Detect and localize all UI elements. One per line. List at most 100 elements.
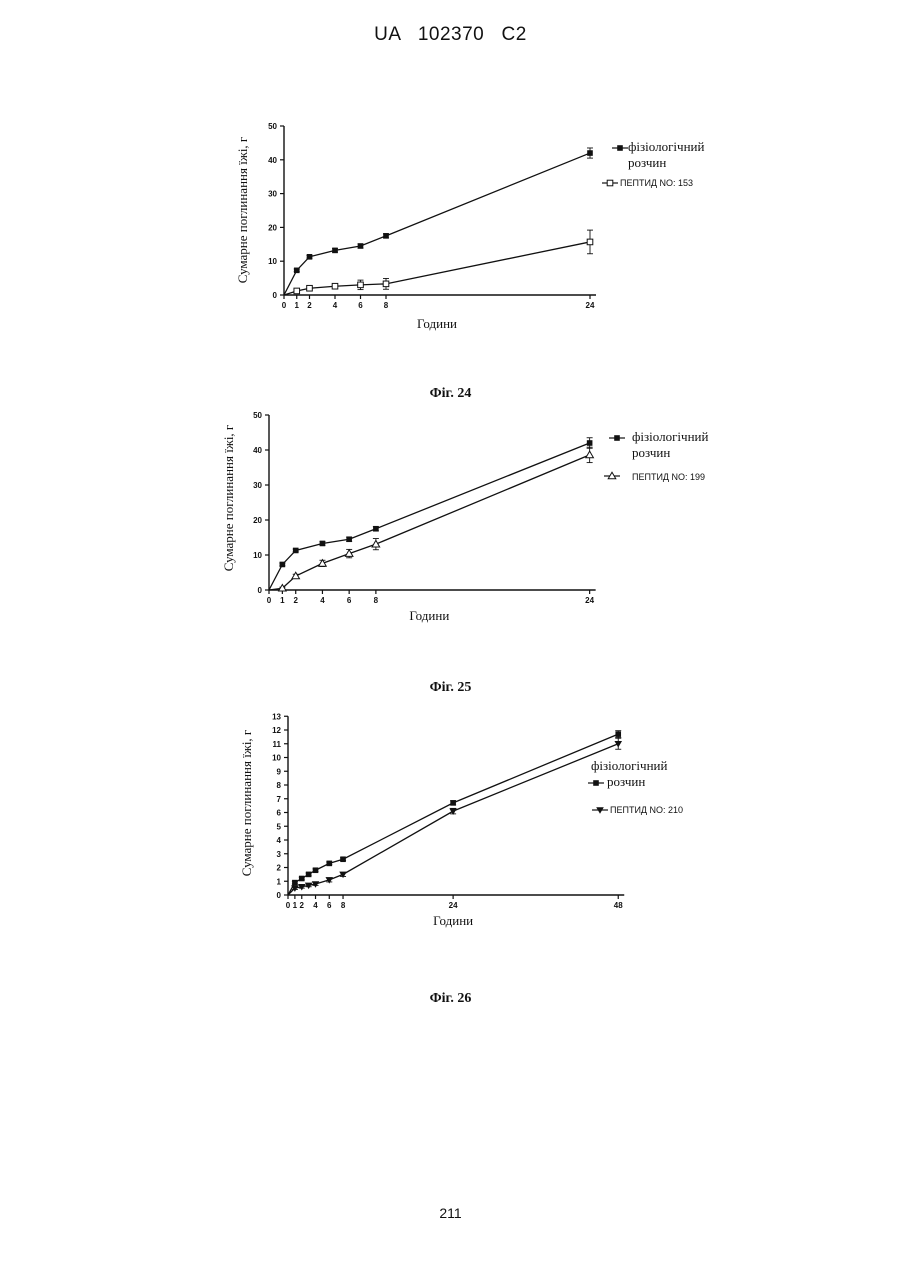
axes [269,415,596,590]
data-point [383,233,389,239]
figure-caption-25: Фіг. 25 [0,680,901,696]
page-number: 211 [0,1205,901,1221]
data-point [332,283,338,289]
legend-entry-0: фізіологічнийрозчин [609,429,708,460]
data-point [615,731,621,737]
data-point [586,451,594,458]
chart-fig-26: 0123456789101112130124682448ГодиниСумарн… [0,700,901,935]
y-tick-label: 2 [277,864,282,873]
x-axis-label: Години [417,316,457,331]
x-tick-label: 1 [293,901,298,910]
series-line [269,443,590,590]
x-tick-label: 2 [300,901,305,910]
y-tick-label: 30 [253,481,262,490]
y-axis-label: Сумарне поглинання їжі, г [221,425,236,572]
series-1 [284,230,593,295]
data-point [307,254,313,260]
data-point [306,872,312,878]
legend-marker [614,435,620,441]
y-tick-label: 30 [268,190,277,199]
axes [284,126,596,295]
y-tick-label: 6 [277,809,282,818]
series-line [288,744,618,895]
legend-marker [593,780,599,786]
y-tick-label: 10 [253,551,262,560]
y-tick-label: 10 [272,754,281,763]
y-tick-label: 4 [277,836,282,845]
series-1 [288,738,622,895]
figure-caption-26: Фіг. 26 [0,991,901,1007]
axes [288,716,624,895]
legend-label: ПЕПТИД NO: 153 [620,178,693,188]
x-tick-label: 48 [614,901,623,910]
legend-label-line-2: розчин [628,155,666,170]
x-tick-label: 0 [282,301,287,310]
data-point [294,288,300,294]
data-point [280,562,286,568]
data-point [326,861,332,867]
data-point [358,243,364,249]
x-tick-label: 6 [327,901,332,910]
x-tick-label: 2 [307,301,312,310]
legend-marker [607,180,613,186]
legend-label-line-2: розчин [607,774,645,789]
y-tick-label: 50 [253,411,262,420]
x-tick-label: 4 [313,901,318,910]
chart-fig-25: 0102030405001246824ГодиниСумарне поглина… [0,400,901,630]
y-tick-label: 0 [273,291,278,300]
x-tick-label: 0 [267,596,272,605]
data-point [450,800,456,806]
x-tick-label: 6 [358,301,363,310]
legend-label-line-1: фізіологічний [628,139,704,154]
legend-entry-1: ПЕПТИД NO: 210 [592,805,683,815]
y-tick-label: 9 [277,767,282,776]
y-tick-label: 13 [272,712,281,721]
data-point [292,572,300,579]
data-point [332,248,338,254]
y-tick-label: 11 [273,740,282,749]
y-tick-label: 0 [277,891,282,900]
y-axis-label: Сумарне поглинання їжі, г [239,730,254,877]
x-tick-label: 1 [295,301,300,310]
legend-label-line-2: розчин [632,445,670,460]
y-tick-label: 40 [268,156,277,165]
y-tick-label: 5 [277,822,282,831]
series-1 [269,447,593,591]
legend-label-line-1: фізіологічний [632,429,708,444]
legend-label-line-1: фізіологічний [591,758,667,773]
data-point [346,536,352,542]
y-tick-label: 7 [277,795,282,804]
data-point [340,856,346,862]
x-tick-label: 8 [341,901,346,910]
y-tick-label: 20 [268,223,277,232]
y-tick-label: 10 [268,257,277,266]
y-tick-label: 12 [272,726,281,735]
series-0 [288,731,621,895]
y-tick-label: 40 [253,446,262,455]
data-point [373,526,379,532]
y-tick-label: 1 [277,877,282,886]
data-point [320,541,326,547]
x-tick-label: 1 [280,596,285,605]
series-line [269,455,590,590]
y-tick-label: 20 [253,516,262,525]
legend-label: ПЕПТИД NO: 210 [610,805,683,815]
data-point [293,548,299,554]
x-tick-label: 8 [374,596,379,605]
legend-entry-0: фізіологічнийрозчин [588,758,667,789]
y-tick-label: 8 [277,781,282,790]
x-tick-label: 2 [293,596,298,605]
data-point [358,282,364,288]
legend-marker [617,145,623,151]
data-point [292,880,298,886]
data-point [587,239,593,245]
x-tick-label: 6 [347,596,352,605]
data-point [299,876,305,882]
x-axis-label: Години [433,913,473,928]
x-tick-label: 8 [384,301,389,310]
series-0 [269,438,593,590]
document-header: UA 102370 C2 [0,24,901,46]
x-tick-label: 4 [320,596,325,605]
y-tick-label: 50 [268,122,277,131]
legend-label: ПЕПТИД NO: 199 [632,472,705,482]
